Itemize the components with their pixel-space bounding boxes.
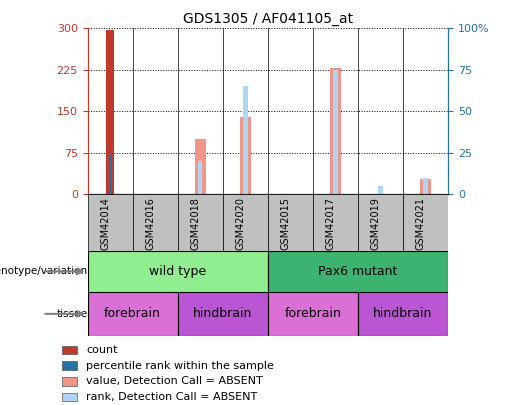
Bar (423, 178, 428, 194)
Bar (133, 194, 178, 251)
Title: GDS1305 / AF041105_at: GDS1305 / AF041105_at (183, 12, 353, 26)
Bar (178, 194, 222, 251)
Text: Pax6 mutant: Pax6 mutant (318, 265, 398, 278)
Text: GSM42018: GSM42018 (190, 197, 200, 250)
Bar (313, 194, 358, 251)
Text: percentile rank within the sample: percentile rank within the sample (86, 361, 274, 371)
Bar (109, 153, 112, 194)
Text: hindbrain: hindbrain (193, 307, 252, 320)
Bar (222, 194, 268, 251)
Bar (268, 251, 448, 292)
Bar (88, 251, 268, 292)
Bar (88, 292, 178, 336)
Text: GSM42020: GSM42020 (235, 197, 245, 250)
Text: GSM42016: GSM42016 (145, 197, 155, 250)
Text: forebrain: forebrain (104, 307, 161, 320)
Bar (239, 117, 251, 194)
Bar (420, 179, 431, 194)
Text: forebrain: forebrain (284, 307, 341, 320)
Text: hindbrain: hindbrain (373, 307, 433, 320)
Bar (62, 361, 77, 370)
Text: GSM42015: GSM42015 (280, 197, 290, 250)
Bar (268, 292, 358, 336)
Text: wild type: wild type (149, 265, 206, 278)
Bar (88, 194, 133, 251)
Bar (268, 194, 313, 251)
Bar (333, 70, 338, 194)
Text: GSM42017: GSM42017 (325, 197, 335, 250)
Text: GSM42021: GSM42021 (416, 197, 425, 250)
Bar (106, 30, 114, 194)
Text: count: count (86, 345, 117, 355)
Bar (178, 292, 268, 336)
Text: GSM42019: GSM42019 (370, 197, 381, 250)
Bar (403, 194, 448, 251)
Bar (198, 161, 202, 194)
Text: value, Detection Call = ABSENT: value, Detection Call = ABSENT (86, 377, 263, 386)
Bar (243, 86, 248, 194)
Bar (358, 292, 448, 336)
Bar (330, 68, 341, 194)
Text: tissue: tissue (57, 309, 88, 319)
Bar (62, 393, 77, 401)
Bar (62, 346, 77, 354)
Text: genotype/variation: genotype/variation (0, 266, 88, 276)
Text: GSM42014: GSM42014 (100, 197, 110, 250)
Bar (62, 377, 77, 386)
Bar (378, 186, 383, 194)
Bar (195, 139, 206, 194)
Text: rank, Detection Call = ABSENT: rank, Detection Call = ABSENT (86, 392, 257, 402)
Bar (358, 194, 403, 251)
